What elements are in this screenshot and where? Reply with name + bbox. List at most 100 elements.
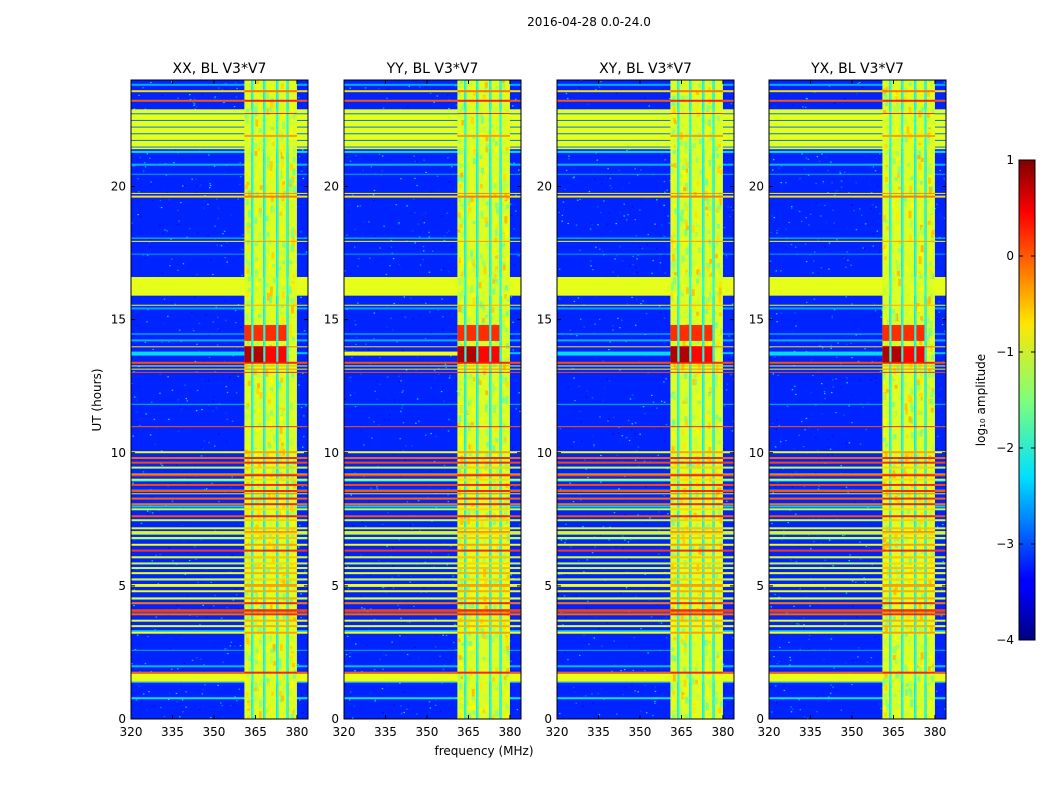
rfi-event <box>704 346 713 363</box>
y-tick-label: 5 <box>544 579 552 593</box>
x-tick-label: 320 <box>120 725 143 739</box>
band-column <box>891 80 902 719</box>
panels: XX, BL V3*V7 320 335 350 365 380 0 5 10 15 20 YY, B… <box>111 61 947 739</box>
rfi-event <box>670 324 678 341</box>
panel-title: XY, BL V3*V7 <box>599 61 692 77</box>
x-tick-label: 335 <box>374 725 397 739</box>
rfi-event <box>457 324 465 341</box>
band-column <box>689 80 692 719</box>
colorbar-ticks: 1 0 −1 −2 −3 −4 <box>996 153 1035 647</box>
band-column <box>901 80 904 719</box>
rfi-event <box>916 346 925 363</box>
x-tick-label: 365 <box>670 725 693 739</box>
y-tick-label: 0 <box>331 712 339 726</box>
rfi-event <box>244 346 252 363</box>
band-column <box>476 80 479 719</box>
x-tick-label: 380 <box>498 725 521 739</box>
colorbar-tick-label: −4 <box>996 633 1014 647</box>
y-tick-label: 5 <box>118 579 126 593</box>
y-tick-label: 10 <box>537 446 552 460</box>
x-tick-label: 380 <box>711 725 734 739</box>
y-tick-label: 15 <box>537 313 552 327</box>
panel-3: XY, BL V3*V7 320 335 350 365 380 0 5 10 15 20 <box>537 61 735 739</box>
rfi-event <box>478 324 490 341</box>
colorbar: 1 0 −1 −2 −3 −4 log₁₀ amplitude <box>974 153 1036 647</box>
y-tick-label: 0 <box>118 712 126 726</box>
x-tick-label: 335 <box>587 725 610 739</box>
rfi-event <box>679 346 690 363</box>
rfi-event <box>903 324 915 341</box>
band-column <box>251 80 254 719</box>
flagged-band <box>131 673 308 682</box>
rfi-event <box>278 324 287 341</box>
rfi-event <box>265 324 277 341</box>
panel-title: YY, BL V3*V7 <box>386 61 479 77</box>
colorbar-tick-label: −3 <box>996 537 1014 551</box>
rfi-event <box>265 346 277 363</box>
y-tick-label: 5 <box>331 579 339 593</box>
heatmap-area <box>344 80 521 719</box>
axes-frame <box>343 79 522 720</box>
rfi-event <box>882 346 890 363</box>
rfi-event <box>466 324 477 341</box>
rfi-event <box>670 346 678 363</box>
y-tick-label: 15 <box>111 313 126 327</box>
x-tick-label: 350 <box>416 725 439 739</box>
rfi-event <box>691 324 703 341</box>
colorbar-gradient <box>1018 159 1036 641</box>
rfi-event <box>278 346 287 363</box>
rfi-streak <box>131 351 245 356</box>
y-tick-label: 20 <box>537 180 552 194</box>
x-tick-label: 380 <box>923 725 946 739</box>
panel-title: XX, BL V3*V7 <box>173 61 267 77</box>
flagged-band <box>344 673 521 682</box>
band-column <box>889 80 892 719</box>
x-tick-label: 365 <box>244 725 267 739</box>
rfi-streak <box>769 351 883 356</box>
x-tick-label: 320 <box>333 725 356 739</box>
band-column <box>714 80 723 719</box>
flagged-band <box>557 673 734 682</box>
rfi-event <box>466 346 477 363</box>
x-tick-label: 365 <box>882 725 905 739</box>
rfi-event <box>457 346 465 363</box>
band-column <box>286 80 289 719</box>
colorbar-tick-label: −1 <box>996 345 1014 359</box>
flagged-band <box>769 673 946 682</box>
x-tick-label: 320 <box>758 725 781 739</box>
band-column <box>712 80 715 719</box>
x-tick-label: 380 <box>285 725 308 739</box>
rfi-event <box>916 324 925 341</box>
rfi-event <box>891 346 902 363</box>
y-tick-label: 0 <box>544 712 552 726</box>
rfi-event <box>679 324 690 341</box>
band-column <box>702 80 705 719</box>
band-column <box>489 80 492 719</box>
rfi-event <box>244 324 252 341</box>
rfi-event <box>704 324 713 341</box>
band-column <box>704 80 713 719</box>
y-axis-label: UT (hours) <box>90 368 104 431</box>
axes-frame <box>768 79 947 720</box>
figure-suptitle: 2016-04-28 0.0-24.0 <box>527 15 651 29</box>
band-column <box>263 80 266 719</box>
colorbar-tick-label: 0 <box>1006 249 1014 263</box>
band-column <box>691 80 703 719</box>
y-tick-label: 20 <box>111 180 126 194</box>
rfi-event <box>253 324 264 341</box>
y-tick-label: 10 <box>111 446 126 460</box>
colorbar-label: log₁₀ amplitude <box>974 354 988 446</box>
band-column <box>914 80 917 719</box>
panel-title: YX, BL V3*V7 <box>810 61 904 77</box>
x-tick-label: 335 <box>799 725 822 739</box>
rfi-event <box>478 346 490 363</box>
y-tick-label: 20 <box>749 180 764 194</box>
rfi-event <box>491 324 500 341</box>
heatmap-area <box>769 80 946 719</box>
colorbar-tick-label: −2 <box>996 441 1014 455</box>
x-tick-label: 365 <box>457 725 480 739</box>
panel-1: XX, BL V3*V7 320 335 350 365 380 0 5 10 15 20 <box>111 61 309 739</box>
panel-2: YY, BL V3*V7 320 335 350 365 380 0 5 10 15 20 <box>324 61 522 739</box>
band-column <box>677 80 680 719</box>
